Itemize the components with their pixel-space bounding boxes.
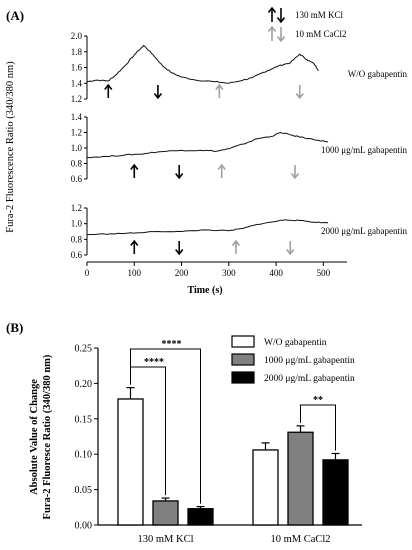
y-tick-label: 1.2 — [71, 128, 82, 138]
y-tick-label: 1.2 — [71, 203, 82, 213]
panel-b-y-axis-label-line2: Fura-2 Fluoresce Ratio (340/380 nm) — [42, 354, 53, 519]
significance-label: **** — [162, 339, 182, 350]
legend-cacl2-label: 10 mM CaCl2 — [295, 29, 347, 39]
significance-bracket: ** — [300, 395, 336, 451]
significance-bracket: **** — [130, 339, 201, 504]
x-tick-label: 0 — [85, 268, 90, 278]
y-tick-label: 0.00 — [75, 521, 93, 532]
bracket-line — [130, 348, 201, 504]
y-tick-label: 1.0 — [71, 219, 83, 229]
cacl2-arrow-up — [231, 239, 241, 254]
panel-a-x-axis: 0 100 200 300 400 500 — [85, 261, 347, 278]
trace-panel-2: 0.6 0.8 1.0 1.2 1.4 1000 μg/mL gabapentin — [71, 112, 408, 184]
panel-a-y-axis-label: Fura-2 Fluorescence Ratio (340/380 nm) — [5, 61, 16, 233]
kcl-arrow-up — [130, 239, 139, 254]
category-label: 10 mM CaCl2 — [270, 534, 330, 545]
kcl-arrow-down — [153, 85, 163, 100]
panel-a-x-axis-label: Time (s) — [187, 285, 222, 296]
bar — [322, 459, 349, 526]
fluorescence-trace — [86, 131, 329, 159]
kcl-arrow-up — [104, 83, 113, 98]
kcl-arrow-down — [175, 241, 184, 256]
x-tick-label: 400 — [269, 268, 283, 278]
legend-kcl-up-arrow — [267, 6, 277, 22]
x-tick-label: 100 — [128, 268, 142, 278]
bar — [187, 508, 214, 526]
y-tick-label: 0.05 — [75, 485, 93, 496]
bracket-line — [300, 404, 336, 451]
y-tick-label: 0.8 — [71, 234, 83, 244]
trace-panel-1: 1.2 1.4 1.6 1.8 2.0 W/O gabapentin — [71, 31, 408, 104]
legend-kcl-label: 130 mM KCl — [295, 10, 344, 20]
significance-label: **** — [144, 357, 164, 368]
significance-label: ** — [313, 395, 323, 406]
legend-swatch — [231, 371, 255, 384]
legend-label: 1000 μg/mL gabapentin — [264, 356, 355, 366]
y-tick-label: 1.8 — [71, 47, 83, 57]
panel-b-y-axis-label-line1: Absolute Value of Change — [29, 379, 40, 495]
cacl2-arrow-up — [217, 163, 226, 178]
y-tick-label: 1.4 — [71, 78, 83, 88]
x-tick-label: 500 — [317, 268, 331, 278]
kcl-arrow-down — [175, 165, 184, 180]
y-tick-label: 1.6 — [71, 63, 83, 73]
cacl2-arrow-up — [215, 83, 224, 98]
category-label: 130 mM KCl — [137, 534, 193, 545]
panel-b-bar-chart: 0.00 0.05 0.10 0.15 0.20 0.25 130 mM KCl 10 mM … — [75, 339, 362, 545]
x-tick-label: 300 — [222, 268, 236, 278]
trace-annotation: 1000 μg/mL gabapentin — [321, 145, 407, 155]
y-tick-label: 1.0 — [71, 143, 83, 153]
cacl2-arrow-down — [295, 85, 304, 100]
y-tick-label: 0.10 — [75, 450, 93, 461]
cacl2-arrow-down — [290, 165, 300, 180]
trace-annotation: 2000 μg/mL gabapentin — [321, 226, 407, 236]
legend-kcl-arrows — [267, 6, 286, 24]
y-tick-label: 0.15 — [75, 414, 93, 425]
y-tick-label: 0.6 — [71, 174, 83, 184]
x-tick-label: 200 — [175, 268, 189, 278]
legend-label: W/O gabapentin — [264, 338, 327, 348]
y-tick-label: 2.0 — [71, 31, 83, 41]
y-tick-label: 0.20 — [75, 379, 93, 390]
cacl2-arrow-down — [286, 241, 295, 256]
fluorescence-trace — [86, 219, 329, 236]
y-tick-label: 1.2 — [71, 94, 82, 104]
legend-cacl2-down-arrow — [276, 27, 286, 43]
bar — [117, 398, 144, 526]
panel-a-label: (A) — [6, 8, 24, 23]
legend-label: 2000 μg/mL gabapentin — [264, 374, 355, 384]
bar — [252, 449, 279, 526]
y-tick-label: 1.4 — [71, 112, 83, 122]
panel-a-legend: 130 mM KCl 10 mM CaCl2 — [267, 6, 347, 43]
y-tick-label: 0.6 — [71, 250, 83, 260]
bar — [152, 500, 179, 526]
fluorescence-trace — [86, 44, 319, 84]
trace-annotation: W/O gabapentin — [348, 69, 408, 79]
y-tick-label: 0.8 — [71, 159, 83, 169]
panel-b-label: (B) — [6, 320, 23, 335]
y-tick-label: 0.25 — [75, 344, 93, 355]
panel-a-traces: 1.2 1.4 1.6 1.8 2.0 W/O gabapentin 0.6 0.8 1.0 1.… — [71, 31, 408, 278]
panel-b-legend: W/O gabapentin 1000 μg/mL gabapentin 2000 … — [231, 335, 355, 384]
legend-cacl2-up-arrow — [267, 25, 277, 41]
legend-cacl2-arrows — [267, 25, 286, 43]
legend-kcl-down-arrow — [276, 8, 286, 24]
kcl-arrow-up — [130, 163, 139, 178]
trace-panel-3: 0.6 0.8 1.0 1.2 2000 μg/mL gabapentin — [71, 203, 408, 260]
legend-swatch — [231, 353, 255, 366]
bar — [287, 431, 314, 526]
legend-swatch — [231, 335, 255, 348]
